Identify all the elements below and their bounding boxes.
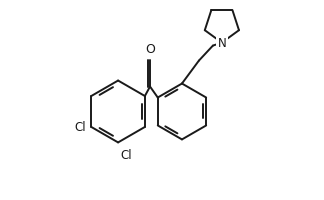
Text: O: O bbox=[145, 42, 155, 55]
Text: Cl: Cl bbox=[120, 149, 132, 162]
Text: N: N bbox=[217, 37, 226, 50]
Text: Cl: Cl bbox=[75, 121, 86, 134]
